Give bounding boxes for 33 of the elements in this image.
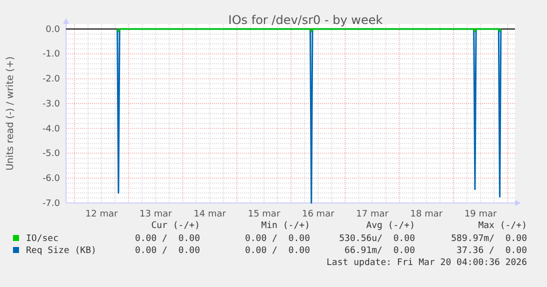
y-tick-label: -6.0 <box>42 174 60 184</box>
text: Avg (-/+) <box>366 221 415 231</box>
text: 0.00 / 0.00 <box>134 246 200 256</box>
chart-title: IOs for /dev/sr0 - by week <box>228 13 383 27</box>
x-tick-label: 19 mar <box>464 209 498 220</box>
x-tick-label: 18 mar <box>410 209 443 220</box>
x-tick-label: 13 mar <box>140 209 172 220</box>
x-tick-label: 17 mar <box>356 209 389 220</box>
x-tick-label: 15 mar <box>248 209 280 220</box>
y-tick-label: -4.0 <box>42 124 60 134</box>
text: Last update: Fri Mar 20 04:00:36 2026 <box>326 258 527 268</box>
text: Max (-/+) <box>478 221 527 231</box>
text: 66.91m/ 0.00 <box>344 246 415 256</box>
text: 37.36 / 0.00 <box>456 246 527 256</box>
y-axis-title: Units read (-) / write (+) <box>5 56 16 171</box>
y-tick-label: -3.0 <box>42 99 60 110</box>
text: 0.00 / 0.00 <box>244 246 310 256</box>
text: 0.00 / 0.00 <box>244 234 310 244</box>
legend-label: Req Size (KB) <box>26 246 96 256</box>
text: Min (-/+) <box>261 221 310 231</box>
y-tick-label: -1.0 <box>42 50 60 60</box>
text: 589.97m/ 0.00 <box>451 234 527 244</box>
text: 0.00 / 0.00 <box>134 234 200 244</box>
x-tick-label: 16 mar <box>302 209 335 220</box>
legend-label: IO/sec <box>26 234 59 244</box>
x-tick-label: 14 mar <box>194 209 226 220</box>
y-tick-label: -5.0 <box>42 149 60 160</box>
text: 530.56u/ 0.00 <box>339 234 415 244</box>
y-tick-label: 0.0 <box>46 24 60 35</box>
text: Cur (-/+) <box>151 221 200 231</box>
y-tick-label: -2.0 <box>42 74 60 85</box>
y-tick-label: -7.0 <box>42 198 60 209</box>
x-tick-label: 12 mar <box>85 209 118 220</box>
